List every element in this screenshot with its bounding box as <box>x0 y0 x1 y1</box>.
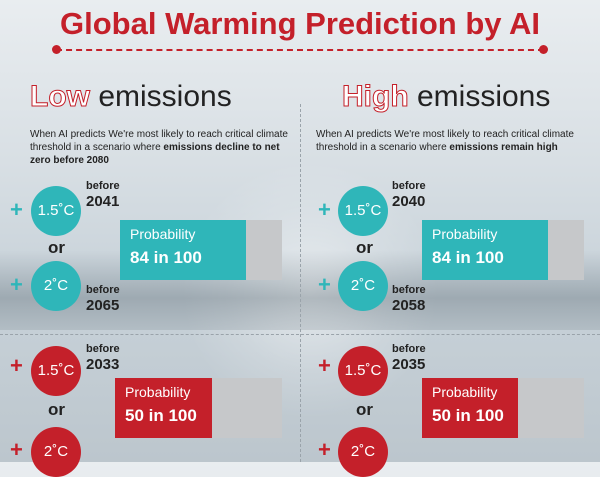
probability-label: Probability <box>432 226 498 242</box>
description-text: When AI predicts We're most likely to re… <box>30 129 288 153</box>
or-label: or <box>48 400 65 419</box>
probability-value: 84 in 100 <box>130 248 202 267</box>
heading-highlight: Low <box>30 80 91 114</box>
or-label: or <box>48 238 65 257</box>
title-rule-dot-left <box>52 45 61 54</box>
title-rule-dot-right <box>539 45 548 54</box>
year-value: 2058 <box>392 297 426 314</box>
title-rule <box>56 49 544 51</box>
probability-label: Probability <box>125 384 191 400</box>
temp-circle-1-5c: 1.5˚C <box>31 346 81 396</box>
description-bold: emissions decline to net zero before 208… <box>30 142 280 166</box>
year-value: 2041 <box>86 193 120 210</box>
plus-icon: + <box>318 197 331 222</box>
page-title: Global Warming Prediction by AI <box>60 6 540 41</box>
before-label: before <box>392 343 426 355</box>
temp-circle-1-5c: 1.5˚C <box>31 186 81 236</box>
before-label: before <box>86 284 120 296</box>
low-emissions-column: Low emissions When AI predicts We're mos… <box>0 0 300 477</box>
temp-circle-2c: 2˚C <box>31 427 81 477</box>
plus-icon: + <box>318 353 331 378</box>
plus-icon: + <box>10 197 23 222</box>
probability-label: Probability <box>130 226 196 242</box>
high-emissions-heading: High emissions <box>342 80 551 114</box>
plus-icon: + <box>10 437 23 462</box>
temp-circle-2c: 2˚C <box>338 427 388 477</box>
background-glow <box>180 160 440 420</box>
temp-circle-2c: 2˚C <box>31 261 81 311</box>
before-label: before <box>86 180 120 192</box>
plus-icon: + <box>10 272 23 297</box>
probability-value: 84 in 100 <box>432 248 504 267</box>
temp-circle-1-5c: 1.5˚C <box>338 346 388 396</box>
before-label: before <box>392 180 426 192</box>
probability-bar: Probability 84 in 100 <box>120 220 246 280</box>
before-label: before <box>86 343 120 355</box>
temp-circle-2c: 2˚C <box>338 261 388 311</box>
year-value: 2065 <box>86 297 120 314</box>
plus-icon: + <box>10 353 23 378</box>
description-text: When AI predicts We're most likely to re… <box>316 129 574 153</box>
column-divider <box>300 104 301 462</box>
year-value: 2035 <box>392 356 426 373</box>
year-value: 2033 <box>86 356 120 373</box>
temp-circle-1-5c: 1.5˚C <box>338 186 388 236</box>
heading-rest: emissions <box>90 80 232 113</box>
probability-bar: Probability 84 in 100 <box>422 220 548 280</box>
heading-highlight: High <box>342 80 410 114</box>
or-label: or <box>356 238 373 257</box>
plus-icon: + <box>318 272 331 297</box>
before-label: before <box>392 284 426 296</box>
year-value: 2040 <box>392 193 426 210</box>
high-emissions-column: High emissions When AI predicts We're mo… <box>300 0 600 477</box>
plus-icon: + <box>318 437 331 462</box>
probability-value: 50 in 100 <box>125 406 197 425</box>
probability-bar: Probability 50 in 100 <box>422 378 518 438</box>
description-bold: emissions remain high <box>449 142 558 153</box>
probability-bar: Probability 50 in 100 <box>115 378 212 438</box>
low-emissions-description: When AI predicts We're most likely to re… <box>30 128 298 167</box>
heading-rest: emissions <box>408 80 551 113</box>
probability-value: 50 in 100 <box>432 406 504 425</box>
probability-label: Probability <box>432 384 498 400</box>
low-emissions-heading: Low emissions <box>30 80 232 114</box>
high-emissions-description: When AI predicts We're most likely to re… <box>316 128 596 154</box>
row-divider <box>0 334 600 335</box>
or-label: or <box>356 400 373 419</box>
